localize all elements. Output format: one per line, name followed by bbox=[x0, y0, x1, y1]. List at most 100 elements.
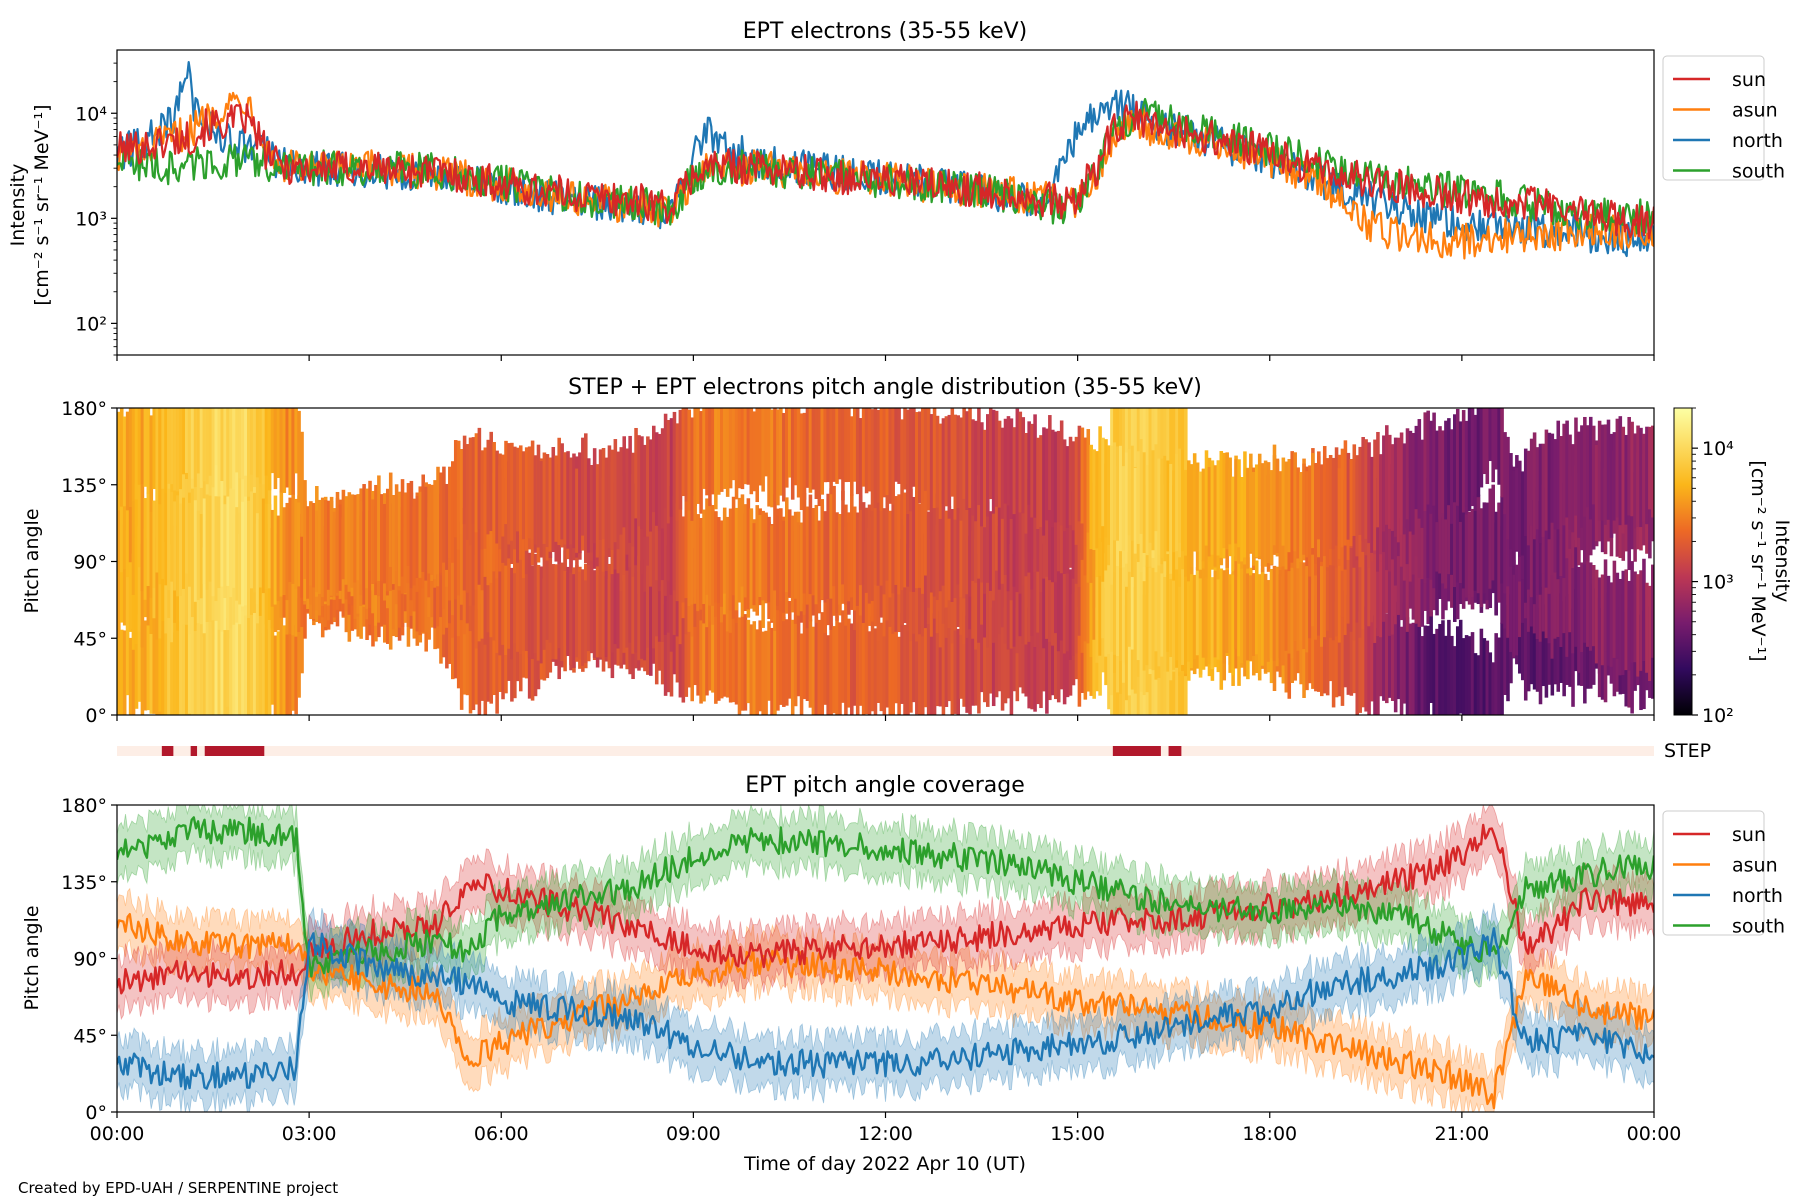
heatmap-cell bbox=[1101, 476, 1105, 582]
heatmap-cell bbox=[365, 488, 369, 589]
heatmap-cell bbox=[649, 439, 653, 532]
heatmap-cell bbox=[569, 557, 573, 666]
heatmap-cell bbox=[244, 496, 248, 606]
heatmap-cell bbox=[140, 408, 145, 484]
heatmap-cell bbox=[1615, 572, 1620, 659]
heatmap-cell bbox=[1107, 445, 1111, 545]
heatmap-cell bbox=[1198, 576, 1203, 675]
heatmap-cell bbox=[288, 632, 292, 715]
heatmap-cell bbox=[152, 500, 157, 589]
heatmap-cell bbox=[258, 486, 263, 588]
heatmap-cell bbox=[1376, 627, 1380, 715]
heatmap-cell bbox=[873, 493, 878, 586]
heatmap-cell bbox=[1172, 470, 1176, 553]
coverage-line-sun bbox=[117, 823, 1654, 995]
heatmap-cell bbox=[681, 607, 686, 703]
heatmap-cell bbox=[1444, 420, 1448, 520]
heatmap-cell bbox=[504, 440, 508, 525]
heatmap-cell bbox=[1642, 558, 1646, 662]
heatmap-cell bbox=[276, 631, 281, 715]
heatmap-cell bbox=[1228, 457, 1232, 545]
heatmap-cell bbox=[137, 614, 142, 702]
heatmap-cell bbox=[1033, 616, 1037, 712]
heatmap-cell bbox=[1485, 502, 1490, 601]
colorbar-tick-label: 10³ bbox=[1702, 572, 1734, 594]
heatmap-cell bbox=[1027, 421, 1031, 505]
heatmap-cell bbox=[1222, 452, 1227, 549]
heatmap-cell bbox=[1030, 423, 1034, 518]
heatmap-cell bbox=[542, 452, 547, 544]
heatmap-cell bbox=[1186, 574, 1191, 662]
heatmap-cell bbox=[1556, 490, 1561, 580]
heatmap-cell bbox=[714, 608, 718, 704]
heatmap-cell bbox=[920, 408, 925, 504]
panel4-ylabel: Pitch angle bbox=[21, 905, 43, 1010]
heatmap-cell bbox=[1618, 578, 1623, 676]
heatmap-cell bbox=[217, 408, 222, 497]
heatmap-cell bbox=[814, 504, 819, 605]
heatmap-cell bbox=[241, 501, 245, 607]
heatmap-cell bbox=[971, 485, 975, 581]
heatmap-cell bbox=[844, 504, 848, 605]
heatmap-cell bbox=[498, 453, 502, 550]
heatmap-cell bbox=[920, 626, 925, 715]
heatmap-cell bbox=[900, 500, 904, 591]
heatmap-cell bbox=[879, 492, 884, 586]
heatmap-cell bbox=[1234, 556, 1238, 649]
step-active-interval bbox=[204, 746, 265, 756]
heatmap-cell bbox=[276, 515, 281, 602]
heatmap-cell bbox=[1571, 444, 1575, 533]
heatmap-cell bbox=[1051, 429, 1055, 528]
heatmap-cell bbox=[241, 408, 245, 480]
heatmap-cell bbox=[1396, 528, 1401, 615]
heatmap-cell bbox=[1627, 580, 1631, 671]
heatmap-cell bbox=[634, 427, 638, 519]
heatmap-cell bbox=[758, 408, 762, 486]
heatmap-cell bbox=[1302, 601, 1306, 698]
heatmap-cell bbox=[1263, 573, 1268, 672]
heatmap-cell bbox=[731, 408, 736, 481]
heatmap-cell bbox=[1181, 449, 1185, 552]
heatmap-cell bbox=[657, 499, 662, 592]
heatmap-cell bbox=[637, 435, 641, 527]
heatmap-cell bbox=[1535, 447, 1540, 530]
heatmap-cell bbox=[465, 444, 470, 540]
heatmap-cell bbox=[1178, 586, 1182, 672]
heatmap-cell bbox=[1337, 536, 1342, 643]
heatmap-cell bbox=[909, 547, 913, 642]
heatmap-cell bbox=[900, 613, 904, 704]
heatmap-cell bbox=[1163, 574, 1167, 672]
heatmap-cell bbox=[134, 537, 139, 645]
heatmap-cell bbox=[705, 498, 709, 595]
heatmap-cell bbox=[1272, 444, 1277, 546]
heatmap-cell bbox=[1219, 451, 1224, 558]
heatmap-cell bbox=[790, 619, 795, 715]
heatmap-cell bbox=[1429, 420, 1433, 514]
heatmap-cell bbox=[264, 503, 269, 590]
heatmap-cell bbox=[1092, 608, 1096, 699]
heatmap-cell bbox=[1414, 471, 1419, 557]
heatmap-cell bbox=[433, 480, 437, 580]
heatmap-cell bbox=[338, 504, 343, 591]
heatmap-cell bbox=[1509, 548, 1513, 652]
heatmap-cell bbox=[1314, 544, 1318, 640]
panel1-ylabel-line1: Intensity bbox=[7, 164, 29, 247]
heatmap-cell bbox=[687, 588, 692, 688]
heatmap-cell bbox=[746, 619, 751, 704]
heatmap-cell bbox=[1039, 552, 1043, 660]
heatmap-cell bbox=[1189, 464, 1194, 568]
heatmap-cell bbox=[790, 408, 795, 500]
heatmap-cell bbox=[1364, 532, 1368, 626]
heatmap-cell bbox=[1095, 569, 1099, 663]
heatmap-cell bbox=[1243, 558, 1247, 662]
heatmap-cell bbox=[1278, 471, 1283, 568]
heatmap-cell bbox=[158, 541, 162, 639]
heatmap-cell bbox=[785, 619, 789, 706]
heatmap-cell bbox=[855, 408, 860, 495]
heatmap-cell bbox=[1320, 464, 1324, 562]
heatmap-cell bbox=[1532, 597, 1537, 690]
heatmap-cell bbox=[193, 408, 198, 488]
heatmap-cell bbox=[1000, 502, 1005, 584]
heatmap-cell bbox=[1565, 420, 1569, 518]
heatmap-cell bbox=[1051, 564, 1055, 646]
